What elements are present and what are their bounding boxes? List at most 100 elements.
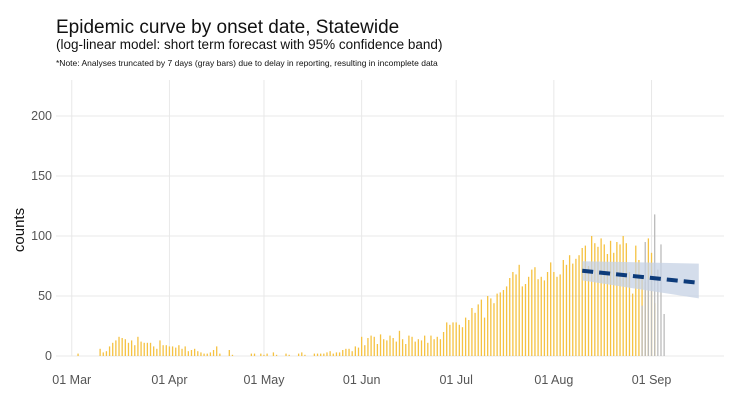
count-bar — [137, 336, 139, 356]
count-bar — [455, 322, 457, 356]
truncated-bar — [657, 269, 659, 356]
count-bar — [102, 352, 104, 356]
x-tick-label: 01 Jul — [439, 373, 472, 387]
count-bar — [288, 354, 290, 356]
count-bar — [354, 346, 356, 356]
count-bar — [335, 352, 338, 356]
count-bar — [266, 353, 268, 356]
count-bar — [609, 240, 612, 356]
count-bar — [373, 336, 375, 356]
count-bar — [487, 296, 489, 356]
count-bar — [515, 274, 517, 356]
count-bar — [216, 346, 218, 356]
y-tick-label: 150 — [31, 169, 52, 183]
count-bar — [550, 262, 552, 356]
count-bar — [320, 353, 322, 356]
x-tick-label: 01 May — [243, 373, 285, 387]
count-bar — [149, 342, 152, 356]
x-axis-ticks: 01 Mar 01 Apr 01 May 01 Jun 01 Jul 01 Aug 01 S… — [52, 373, 671, 387]
count-bar — [613, 252, 615, 356]
count-bar — [512, 272, 514, 356]
count-bar — [143, 342, 145, 356]
chart-title: Epidemic curve by onset date, Statewide — [56, 17, 399, 38]
count-bar — [600, 238, 602, 356]
count-bar — [446, 322, 448, 356]
truncated-bar — [663, 314, 665, 356]
count-bar — [531, 269, 533, 356]
count-bar — [603, 244, 605, 356]
count-bar — [449, 324, 451, 356]
count-bar — [250, 353, 253, 356]
count-bar — [263, 354, 265, 356]
bar-series — [77, 214, 665, 356]
count-bar — [156, 348, 158, 356]
count-bar — [379, 334, 382, 356]
count-bar — [556, 276, 558, 356]
count-bar — [543, 280, 546, 356]
count-bar — [414, 341, 416, 356]
count-bar — [398, 330, 401, 356]
count-bar — [553, 272, 555, 356]
count-bar — [628, 272, 631, 356]
count-bar — [436, 336, 438, 356]
count-bar — [360, 336, 363, 356]
count-bar — [105, 351, 108, 356]
count-bar — [190, 350, 193, 356]
count-bar — [427, 342, 429, 356]
count-bar — [464, 317, 467, 356]
count-bar — [329, 351, 331, 356]
count-bar — [171, 346, 174, 356]
count-bar — [424, 335, 426, 356]
y-tick-label: 200 — [31, 109, 52, 123]
count-bar — [209, 352, 212, 356]
count-bar — [127, 342, 130, 356]
chart-note: *Note: Analyses truncated by 7 days (gra… — [56, 58, 438, 68]
count-bar — [203, 353, 205, 356]
x-tick-label: 01 Jun — [343, 373, 381, 387]
count-bar — [587, 266, 590, 356]
count-bar — [219, 353, 221, 356]
forecast-layer — [582, 261, 699, 299]
count-bar — [342, 350, 344, 356]
count-bar — [370, 335, 372, 356]
count-bar — [499, 292, 501, 356]
count-bar — [442, 332, 445, 356]
truncated-bar — [650, 274, 653, 356]
count-bar — [389, 335, 391, 356]
count-bar — [357, 347, 360, 356]
count-bar — [112, 342, 114, 356]
x-tick-label: 01 Apr — [151, 373, 187, 387]
count-bar — [537, 279, 539, 356]
count-bar — [367, 338, 369, 356]
count-bar — [260, 353, 262, 356]
count-bar — [480, 299, 483, 356]
truncated-bar — [644, 242, 646, 356]
count-bar — [584, 245, 587, 356]
count-bar — [206, 353, 208, 356]
count-bar — [178, 345, 180, 356]
count-bar — [228, 350, 230, 356]
count-bar — [115, 340, 117, 356]
count-bar — [212, 350, 215, 356]
count-bar — [304, 354, 306, 356]
count-bar — [477, 304, 479, 356]
count-bar — [364, 345, 366, 356]
y-axis-label: counts — [11, 208, 28, 252]
count-bar — [200, 352, 202, 356]
count-bar — [505, 286, 508, 356]
count-bar — [130, 340, 133, 356]
count-bar — [348, 348, 350, 356]
count-bar — [165, 345, 167, 356]
count-bar — [622, 236, 624, 356]
count-bar — [430, 335, 432, 356]
count-bar — [559, 274, 561, 356]
y-tick-label: 0 — [45, 349, 52, 363]
count-bar — [395, 341, 397, 356]
count-bar — [253, 353, 256, 356]
count-bar — [386, 340, 388, 356]
count-bar — [631, 293, 634, 356]
count-bar — [433, 339, 435, 356]
forecast-line — [582, 268, 699, 285]
count-bar — [591, 236, 593, 356]
count-bar — [231, 354, 234, 356]
